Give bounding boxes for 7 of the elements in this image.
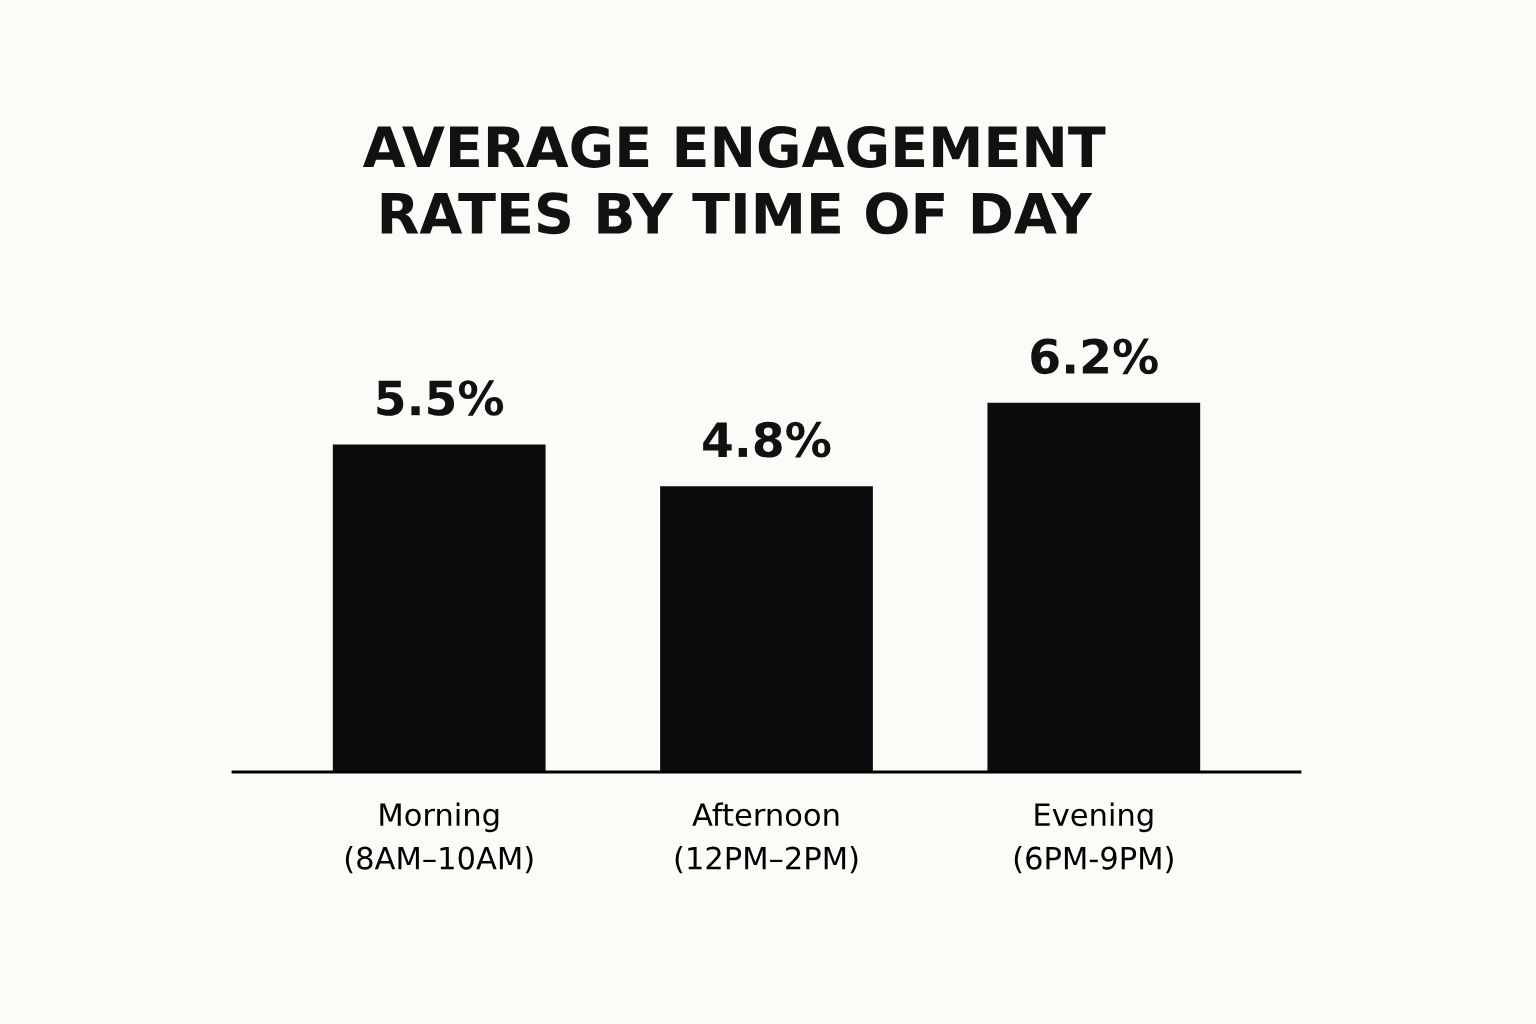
data-label: 6.2% [1031, 338, 1158, 375]
x-tick-label: Morning (8AM–10AM) [345, 802, 533, 874]
data-label: 5.5% [377, 380, 504, 416]
x-tick-label: Afternoon (12PM–2PM) [675, 802, 858, 874]
data-label: 4.8% [703, 421, 831, 458]
chart-title: AVERAGE ENGAGEMENT RATES BY TIME OF DAY [362, 125, 1106, 235]
x-tick-label: Evening (6PM-9PM) [1014, 802, 1173, 874]
